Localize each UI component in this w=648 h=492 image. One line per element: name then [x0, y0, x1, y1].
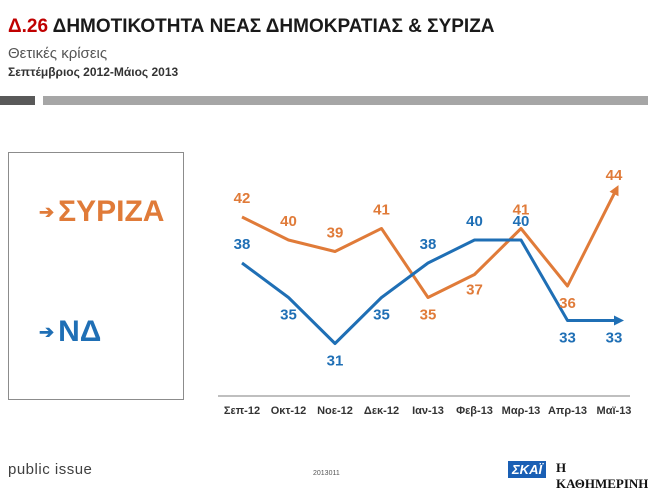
- legend-label-syriza: ΣΥΡΙΖΑ: [58, 195, 165, 228]
- legend-item-nd: ➔ ΝΔ: [39, 315, 101, 349]
- data-label: 36: [559, 295, 576, 312]
- data-label: 39: [327, 225, 344, 242]
- x-tick-label: Νοε-12: [317, 405, 353, 417]
- legend-item-syriza: ➔ ΣΥΡΙΖΑ: [39, 195, 164, 229]
- series-line-syriza: [241, 191, 617, 299]
- x-tick-label: Μαϊ-13: [597, 405, 632, 417]
- x-tick-label: Δεκ-12: [364, 405, 399, 417]
- data-label: 38: [420, 236, 437, 253]
- data-label: 35: [280, 307, 297, 324]
- data-label: 31: [327, 353, 344, 370]
- data-label: 33: [606, 330, 623, 347]
- x-tick-label: Οκτ-12: [271, 405, 307, 417]
- x-tick-label: Μαρ-13: [502, 405, 541, 417]
- logo-skai: ΣΚΑΪ: [508, 461, 547, 478]
- x-tick-label: Σεπ-12: [224, 405, 260, 417]
- data-label: 33: [559, 330, 576, 347]
- data-label: 41: [513, 202, 530, 219]
- chart-period: Σεπτέμβριος 2012-Μάιος 2013: [8, 65, 179, 79]
- header-divider-dark: [0, 96, 35, 105]
- report-code: 2013011: [313, 470, 340, 477]
- data-label: 35: [420, 307, 437, 324]
- data-label: 38: [234, 236, 251, 253]
- legend-label-nd: ΝΔ: [58, 315, 102, 348]
- legend: ➔ ΣΥΡΙΖΑ ➔ ΝΔ: [8, 152, 184, 400]
- header-divider-light: [43, 96, 648, 105]
- x-tick-label: Ιαν-13: [412, 405, 444, 417]
- line-chart: Σεπ-12 Οκτ-12 Νοε-12 Δεκ-12 Ιαν-13 Φεβ-13 Μαρ-…: [218, 167, 632, 417]
- arrow-right-icon: ➔: [39, 201, 55, 222]
- series-arrowhead: [609, 185, 619, 197]
- data-label: 40: [466, 213, 483, 230]
- data-label: 35: [373, 307, 390, 324]
- data-label: 44: [606, 167, 623, 184]
- chart-number: Δ.26: [8, 16, 49, 37]
- x-tick-label: Απρ-13: [548, 405, 587, 417]
- series-arrowhead: [614, 315, 624, 326]
- data-label: 42: [234, 190, 251, 207]
- x-tick-label: Φεβ-13: [456, 405, 493, 417]
- data-label: 40: [513, 213, 530, 230]
- data-label: 40: [280, 213, 297, 230]
- brand-public-issue: public issue: [8, 461, 93, 478]
- data-label: 37: [466, 282, 483, 299]
- chart-title: ΔΗΜΟΤΙΚΟΤΗΤΑ ΝΕΑΣ ΔΗΜΟΚΡΑΤΙΑΣ & ΣΥΡΙΖΑ: [52, 16, 495, 37]
- data-label: 41: [373, 202, 390, 219]
- arrow-right-icon: ➔: [39, 321, 55, 342]
- page-title: Δ.26 ΔΗΜΟΤΙΚΟΤΗΤΑ ΝΕΑΣ ΔΗΜΟΚΡΑΤΙΑΣ & ΣΥΡ…: [8, 16, 495, 38]
- series-line-nd: [241, 238, 616, 345]
- chart-subtitle: Θετικές κρίσεις: [8, 45, 108, 62]
- logo-kathimerini: Η ΚΑΘΗΜΕΡΙΝΗ: [556, 460, 648, 491]
